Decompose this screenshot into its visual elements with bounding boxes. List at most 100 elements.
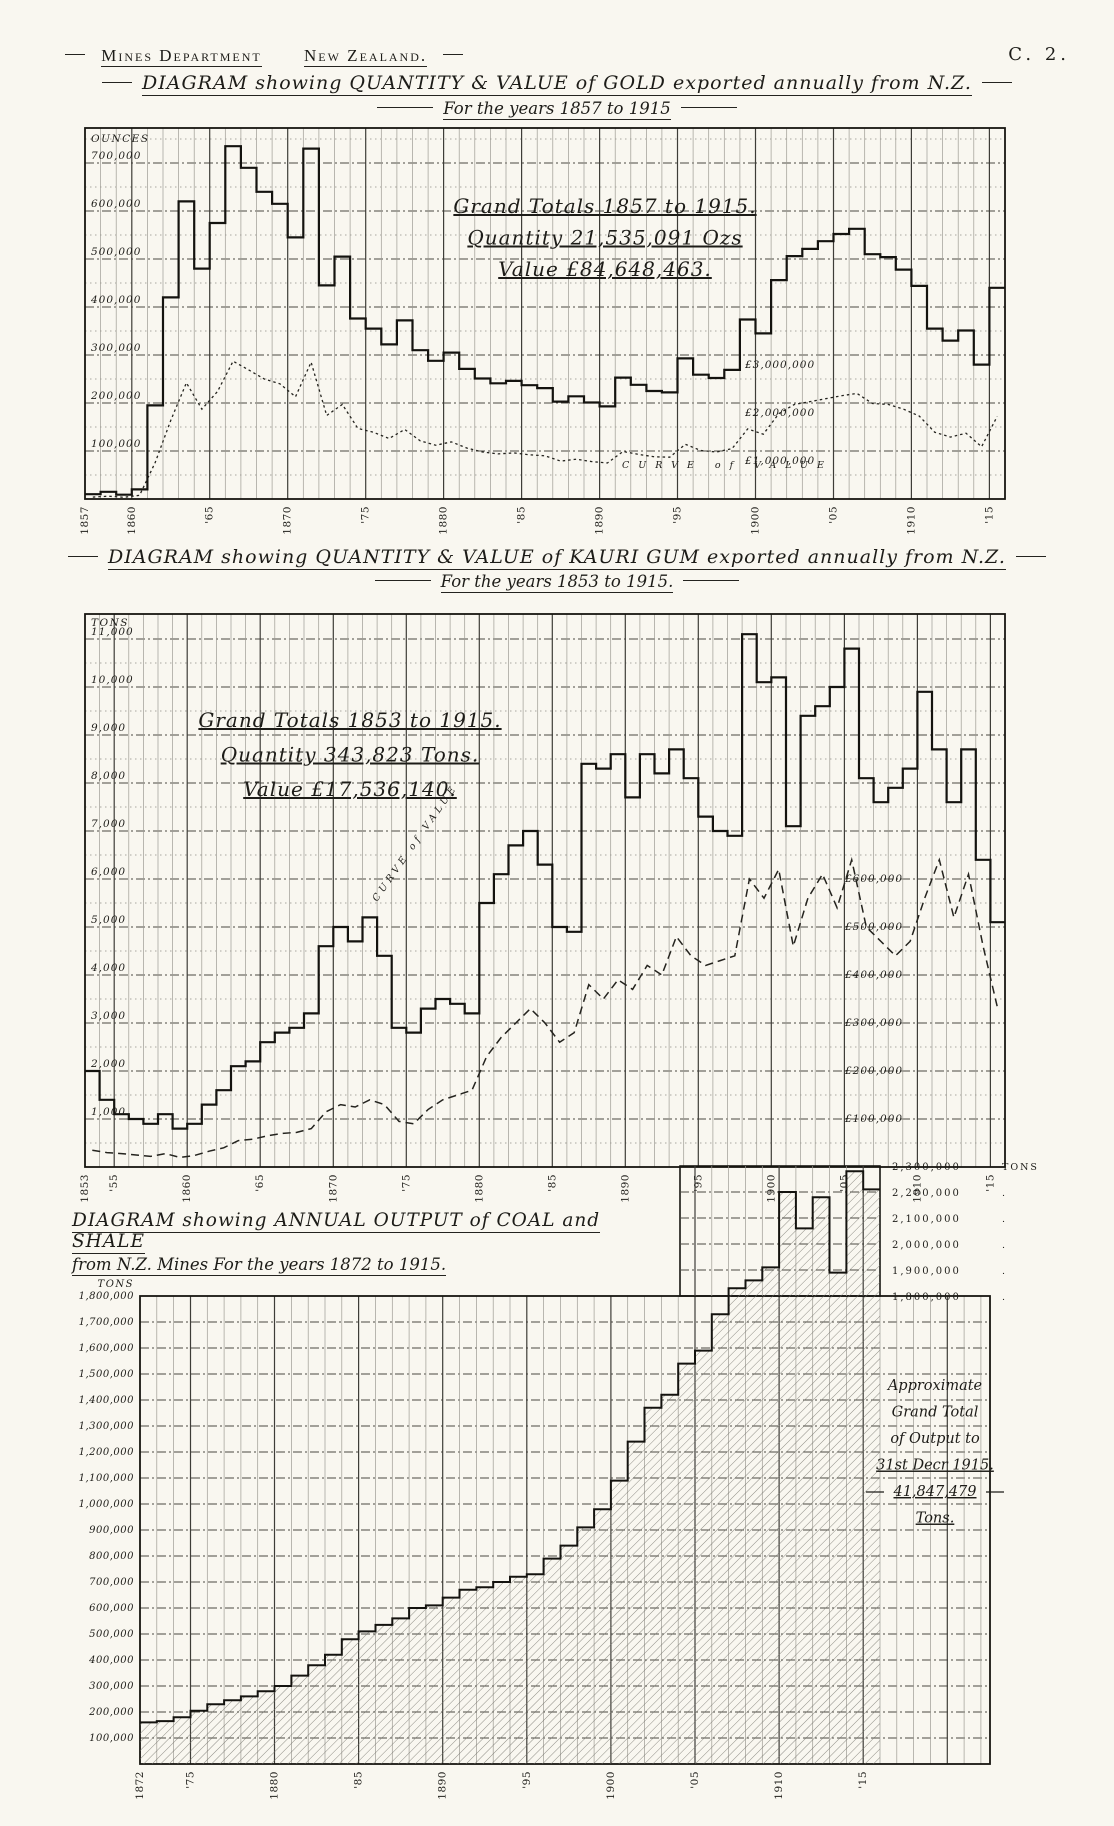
coal-extension-scale-label: 2,000,000 — [892, 1240, 961, 1251]
kauri-chart-title: DIAGRAM showing QUANTITY & VALUE of KAUR… — [0, 546, 1114, 570]
svg-text:'85: '85 — [516, 506, 528, 524]
svg-text:1,200,000: 1,200,000 — [79, 1447, 135, 1458]
svg-text:1890: 1890 — [437, 1771, 449, 1800]
kauri-grand-totals-annotation: Grand Totals 1853 to 1915. — [198, 708, 501, 732]
coal-extension-scale-label: 2,300,000 — [892, 1162, 961, 1173]
svg-text:1860: 1860 — [181, 1174, 193, 1203]
svg-text:TONS: TONS — [1002, 1162, 1039, 1173]
coal-output-hatched-area — [140, 1171, 880, 1764]
coal-grand-total-annotation: Grand Total — [892, 1405, 979, 1421]
kauri-grand-totals-annotation: Value £17,536,140. — [243, 777, 457, 801]
svg-text:1857: 1857 — [79, 506, 91, 535]
svg-text:1,600,000: 1,600,000 — [79, 1343, 135, 1354]
svg-text:1853: 1853 — [79, 1174, 91, 1203]
coal-grand-total-annotation: 41,847,479 — [892, 1484, 976, 1500]
svg-text:100,000: 100,000 — [91, 438, 141, 450]
kauri-value-scale-label: £200,000 — [844, 1065, 903, 1077]
svg-text:4,000: 4,000 — [90, 962, 126, 974]
svg-text:'85: '85 — [546, 1174, 558, 1192]
kauri-value-scale-label: £400,000 — [844, 969, 903, 981]
svg-text:.: . — [1002, 1266, 1007, 1277]
gold-grand-totals-annotation: Quantity 21,535,091 Ozs — [467, 226, 742, 250]
document-header: Mines Department New Zealand. — [55, 46, 473, 67]
coal-extension-scale-label: 2,200,000 — [892, 1188, 961, 1199]
svg-text:1910: 1910 — [905, 506, 917, 535]
country-title: New Zealand. — [304, 46, 428, 67]
coal-grand-total-annotation: of Output to — [890, 1431, 980, 1447]
svg-text:1872: 1872 — [134, 1771, 146, 1800]
svg-text:'75: '75 — [400, 1174, 412, 1192]
kauri-value-curve — [92, 856, 999, 1159]
gold-grand-totals-annotation: Grand Totals 1857 to 1915. — [453, 194, 756, 218]
svg-text:'15: '15 — [984, 1174, 996, 1192]
svg-text:10,000: 10,000 — [91, 674, 134, 686]
svg-text:'65: '65 — [254, 1174, 266, 1192]
svg-text:400,000: 400,000 — [88, 1655, 134, 1666]
gold-value-scale-label: £3,000,000 — [744, 359, 815, 371]
svg-text:3,000: 3,000 — [91, 1010, 126, 1022]
svg-text:700,000: 700,000 — [91, 150, 141, 162]
coal-extension-scale-label: 1,900,000 — [892, 1266, 961, 1277]
subtitle-dash — [680, 107, 737, 108]
kauri-chart-title-text: DIAGRAM showing QUANTITY & VALUE of KAUR… — [108, 546, 1006, 570]
subtitle-dash — [374, 580, 431, 581]
svg-text:'15: '15 — [857, 1771, 869, 1789]
svg-text:800,000: 800,000 — [89, 1551, 134, 1562]
gold-value-scale-label: £2,000,000 — [744, 407, 815, 419]
coal-chart-title: DIAGRAM showing ANNUAL OUTPUT of COAL an… — [72, 1210, 632, 1276]
coal-chart-title-text: DIAGRAM showing ANNUAL OUTPUT of COAL an… — [72, 1210, 601, 1254]
svg-text:.: . — [1002, 1292, 1007, 1303]
coal-grand-total-annotation: Approximate — [886, 1378, 982, 1394]
svg-text:'95: '95 — [521, 1771, 533, 1789]
svg-text:200,000: 200,000 — [88, 1707, 134, 1718]
coal-grand-total-annotation: Tons. — [916, 1511, 955, 1527]
svg-text:1,700,000: 1,700,000 — [79, 1317, 135, 1328]
svg-text:'05: '05 — [689, 1771, 701, 1789]
svg-text:100,000: 100,000 — [89, 1733, 134, 1744]
coal-chart-subtitle-text: from N.Z. Mines For the years 1872 to 19… — [72, 1255, 447, 1276]
svg-text:300,000: 300,000 — [91, 342, 141, 354]
svg-text:.: . — [1002, 1214, 1007, 1225]
kauri-left-axis-unit: TONS — [91, 617, 129, 629]
gold-grand-totals-annotation: Value £84,648,463. — [498, 257, 712, 281]
svg-text:1890: 1890 — [594, 506, 606, 535]
gold-export-chart: OUNCES 100,000 200,000 300,000 400,000 500,00… — [79, 127, 1006, 535]
svg-text:1880: 1880 — [473, 1174, 485, 1203]
svg-text:500,000: 500,000 — [91, 246, 141, 258]
gold-chart-subtitle-text: For the years 1857 to 1915 — [443, 99, 671, 120]
department-title: Mines Department — [101, 46, 262, 67]
svg-text:5,000: 5,000 — [91, 914, 126, 926]
svg-text:1880: 1880 — [269, 1771, 281, 1800]
header-dash — [65, 54, 85, 55]
svg-text:600,000: 600,000 — [89, 1603, 134, 1614]
coal-shale-output-chart: TONS 100,000 200,000 300,000 400,000 500,000 6… — [79, 1162, 1039, 1800]
title-dash — [102, 82, 133, 83]
svg-text:400,000: 400,000 — [90, 294, 141, 306]
svg-text:'65: '65 — [204, 506, 216, 524]
svg-text:1900: 1900 — [765, 1174, 777, 1203]
svg-text:'75: '75 — [185, 1771, 197, 1789]
svg-text:'05: '05 — [828, 506, 840, 524]
svg-text:500,000: 500,000 — [89, 1629, 134, 1640]
svg-text:.: . — [1002, 1240, 1007, 1251]
coal-grand-total-annotation: 31st Decr 1915. — [876, 1458, 994, 1474]
gold-chart-subtitle: For the years 1857 to 1915 — [0, 99, 1114, 120]
gold-left-axis-unit: OUNCES — [91, 133, 150, 145]
svg-text:200,000: 200,000 — [90, 390, 141, 402]
svg-text:1,100,000: 1,100,000 — [79, 1473, 135, 1484]
svg-text:1,000: 1,000 — [91, 1106, 126, 1118]
svg-text:1900: 1900 — [750, 506, 762, 535]
svg-text:600,000: 600,000 — [91, 198, 141, 210]
svg-text:1910: 1910 — [911, 1174, 923, 1203]
kauri-quantity-step-line — [85, 633, 1005, 1130]
svg-text:'55: '55 — [108, 1174, 120, 1192]
gold-curve-of-value-label: CURVE of VALUE — [622, 460, 833, 471]
svg-text:1910: 1910 — [773, 1771, 785, 1800]
svg-text:1880: 1880 — [438, 506, 450, 535]
svg-text:1,500,000: 1,500,000 — [79, 1369, 135, 1380]
svg-text:'95: '95 — [672, 506, 684, 524]
gold-quantity-step-line — [85, 145, 1005, 496]
svg-text:1900: 1900 — [605, 1771, 617, 1800]
svg-text:'75: '75 — [360, 506, 372, 524]
svg-text:7,000: 7,000 — [91, 818, 126, 830]
